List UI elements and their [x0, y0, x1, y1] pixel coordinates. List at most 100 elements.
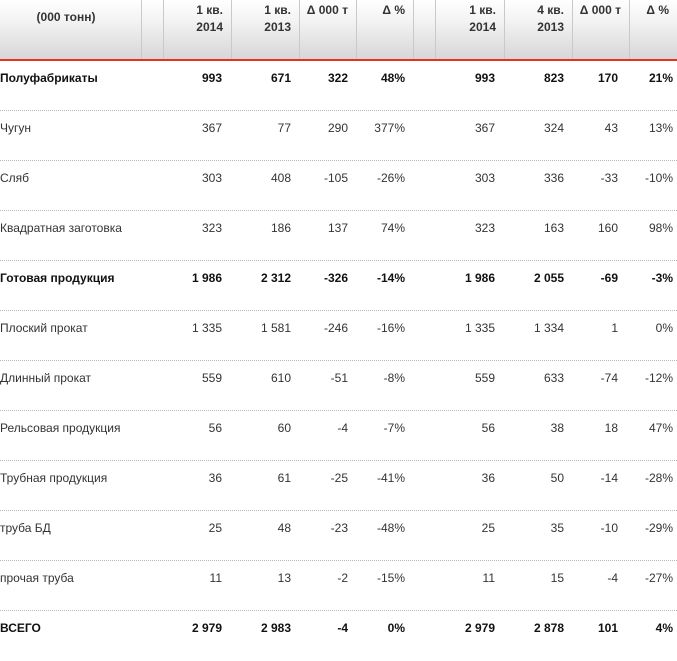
- row-label: Сляб: [0, 171, 30, 185]
- value-delta-percent-b: 21%: [648, 71, 673, 85]
- value-delta-percent-a: -41%: [376, 471, 405, 485]
- value-delta-percent-a: 74%: [380, 221, 405, 235]
- value-delta-tonnes-a: -25: [330, 471, 348, 485]
- value-delta-tonnes-a: -51: [330, 371, 348, 385]
- value-q1-2013: 60: [277, 421, 291, 435]
- value-q1-2014-b: 11: [482, 571, 495, 585]
- header-line-1: Δ 000 т: [579, 3, 621, 17]
- header-delta-percent-b-text: Δ %: [646, 2, 669, 19]
- row-divider: [0, 610, 677, 611]
- row-divider: [0, 310, 677, 311]
- value-q4-2013: 823: [543, 71, 564, 85]
- header-q1-2014-b: 1 кв. 2014: [436, 0, 505, 59]
- value-delta-tonnes-a: -246: [323, 321, 348, 335]
- row-label: прочая труба: [0, 571, 74, 585]
- value-delta-percent-a: -14%: [376, 271, 405, 285]
- value-q1-2013: 77: [277, 121, 291, 135]
- row-label: Плоский прокат: [0, 321, 88, 335]
- value-delta-percent-b: 0%: [655, 321, 673, 335]
- value-delta-tonnes-b: -33: [600, 171, 618, 185]
- header-delta-tonnes-b-text: Δ 000 т: [580, 2, 621, 19]
- value-delta-percent-a: -15%: [376, 571, 405, 585]
- value-delta-tonnes-b: 101: [597, 621, 618, 635]
- value-q4-2013: 324: [543, 121, 564, 135]
- value-delta-tonnes-a: -23: [330, 521, 348, 535]
- value-q1-2014-b: 25: [481, 521, 495, 535]
- value-q4-2013: 163: [543, 221, 564, 235]
- table-row: Рельсовая продукция 56 60 -4 -7% 56 38 18 47%: [0, 411, 677, 461]
- value-delta-percent-b: 13%: [648, 121, 673, 135]
- table-row: прочая труба 11 13 -2 -15% 11 15 -4 -27%: [0, 561, 677, 611]
- value-q1-2014-a: 36: [208, 471, 222, 485]
- value-q1-2014-b: 303: [474, 171, 495, 185]
- value-q1-2014-a: 25: [208, 521, 222, 535]
- row-divider: [0, 160, 677, 161]
- table-row: Трубная продукция 36 61 -25 -41% 36 50 -14 -28%: [0, 461, 677, 511]
- value-q4-2013: 2 055: [533, 271, 564, 285]
- value-q1-2013: 1 581: [260, 321, 291, 335]
- header-line-1: Δ %: [382, 3, 405, 17]
- value-delta-tonnes-a: -326: [323, 271, 348, 285]
- header-line-2: 2013: [537, 20, 564, 34]
- value-delta-tonnes-b: -74: [600, 371, 618, 385]
- value-delta-percent-a: -16%: [376, 321, 405, 335]
- value-q1-2014-a: 367: [201, 121, 222, 135]
- row-label: Полуфабрикаты: [0, 71, 98, 85]
- value-q1-2014-a: 56: [208, 421, 222, 435]
- value-delta-percent-b: 4%: [655, 621, 673, 635]
- value-q1-2014-b: 1 986: [464, 271, 495, 285]
- header-delta-tonnes-b: Δ 000 т: [573, 0, 630, 59]
- value-q1-2014-a: 11: [209, 571, 222, 585]
- value-q4-2013: 336: [543, 171, 564, 185]
- table-row: Полуфабрикаты 993 671 322 48% 993 823 170 21%: [0, 61, 677, 111]
- value-q4-2013: 35: [550, 521, 564, 535]
- value-delta-percent-a: 48%: [380, 71, 405, 85]
- value-q1-2014-a: 1 335: [191, 321, 222, 335]
- value-q4-2013: 50: [550, 471, 564, 485]
- row-divider: [0, 560, 677, 561]
- value-q1-2014-a: 303: [201, 171, 222, 185]
- row-label: Квадратная заготовка: [0, 221, 122, 235]
- value-delta-percent-b: -29%: [644, 521, 673, 535]
- header-delta-tonnes-a: Δ 000 т: [300, 0, 357, 59]
- value-delta-percent-a: -8%: [383, 371, 405, 385]
- value-q4-2013: 1 334: [533, 321, 564, 335]
- row-label: Готовая продукция: [0, 271, 115, 285]
- header-delta-tonnes-a-text: Δ 000 т: [307, 2, 348, 19]
- value-delta-percent-b: -3%: [651, 271, 673, 285]
- value-q4-2013: 2 878: [533, 621, 564, 635]
- value-q1-2013: 48: [277, 521, 291, 535]
- value-q1-2014-b: 559: [474, 371, 495, 385]
- row-divider: [0, 110, 677, 111]
- header-line-1: 1 кв.: [264, 3, 291, 17]
- value-q1-2014-a: 559: [201, 371, 222, 385]
- value-q4-2013: 15: [550, 571, 564, 585]
- value-delta-tonnes-b: 18: [604, 421, 618, 435]
- value-q1-2013: 186: [270, 221, 291, 235]
- table-row: Готовая продукция 1 986 2 312 -326 -14% 1 986…: [0, 261, 677, 311]
- value-delta-tonnes-b: -4: [607, 571, 618, 585]
- value-delta-percent-a: 0%: [387, 621, 405, 635]
- row-label: Рельсовая продукция: [0, 421, 121, 435]
- row-label: ВСЕГО: [0, 621, 41, 635]
- header-unit-text: (000 тонн): [0, 9, 132, 26]
- header-line-2: 2014: [469, 20, 496, 34]
- value-delta-tonnes-a: -4: [337, 621, 348, 635]
- value-q1-2014-a: 993: [201, 71, 222, 85]
- value-delta-tonnes-a: -2: [337, 571, 348, 585]
- row-divider: [0, 510, 677, 511]
- table-row: Длинный прокат 559 610 -51 -8% 559 633 -74 -12%: [0, 361, 677, 411]
- value-delta-tonnes-b: -10: [600, 521, 618, 535]
- table-row: Плоский прокат 1 335 1 581 -246 -16% 1 335 1 3…: [0, 311, 677, 361]
- value-delta-tonnes-a: 322: [327, 71, 348, 85]
- value-delta-tonnes-b: 170: [597, 71, 618, 85]
- header-q4-2013-text: 4 кв. 2013: [537, 2, 564, 36]
- value-q1-2014-b: 993: [474, 71, 495, 85]
- row-label: Длинный прокат: [0, 371, 92, 385]
- value-q1-2013: 408: [270, 171, 291, 185]
- value-q1-2014-b: 2 979: [464, 621, 495, 635]
- value-q4-2013: 633: [543, 371, 564, 385]
- value-q1-2013: 13: [277, 571, 291, 585]
- value-q1-2014-a: 2 979: [191, 621, 222, 635]
- header-q4-2013: 4 кв. 2013: [505, 0, 573, 59]
